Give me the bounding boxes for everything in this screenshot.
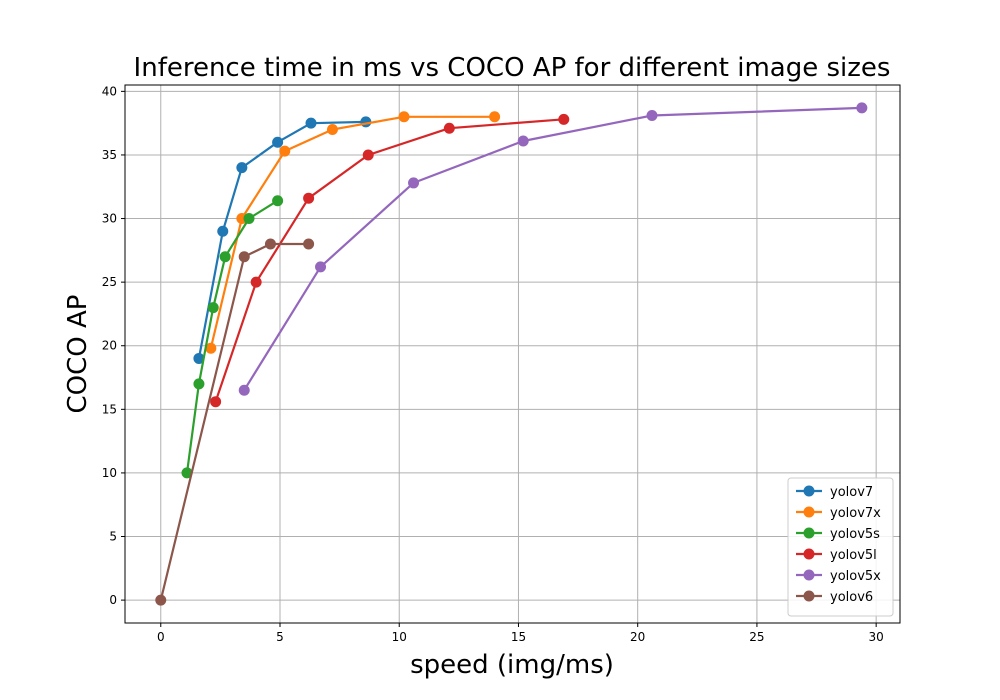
data-point-yolov7x (326, 124, 338, 136)
data-point-yolov7x (279, 145, 291, 157)
data-point-yolov6 (303, 238, 315, 250)
legend-marker (803, 485, 815, 497)
x-axis-label: speed (img/ms) (410, 650, 614, 680)
data-point-yolov5s (219, 251, 231, 263)
chart-title: Inference time in ms vs COCO AP for diff… (134, 53, 891, 83)
legend-label: yolov5s (830, 527, 880, 542)
x-tick-label: 15 (511, 630, 526, 644)
data-point-yolov5x (517, 135, 529, 147)
legend-label: yolov5x (830, 569, 881, 584)
series-line-yolov5x (243, 106, 862, 391)
legend-marker (803, 569, 815, 581)
data-point-yolov5l (250, 276, 262, 288)
legend-label: yolov7 (830, 485, 873, 500)
data-point-yolov5x (315, 261, 327, 273)
data-point-yolov5l (303, 192, 315, 204)
data-point-yolov5x (238, 384, 250, 396)
data-point-yolov5s (243, 213, 255, 225)
data-point-yolov7 (193, 352, 205, 364)
series-line-yolov7 (197, 120, 366, 359)
data-point-yolov5s (272, 195, 284, 207)
y-tick-label: 10 (102, 466, 117, 480)
legend-item-yolov7x: yolov7x (796, 506, 881, 521)
plot-frame (124, 84, 901, 624)
data-point-yolov5x (856, 102, 868, 114)
legend-item-yolov5x: yolov5x (796, 569, 881, 584)
data-point-yolov5s (193, 378, 205, 390)
legend-label: yolov5l (830, 548, 877, 563)
x-tick-label: 0 (157, 630, 165, 644)
legend-item-yolov5s: yolov5s (796, 527, 880, 542)
series-yolov5l (210, 113, 570, 408)
series-yolov5x (238, 102, 868, 396)
series-line-yolov5l (214, 118, 564, 403)
legend-item-yolov5l: yolov5l (796, 548, 877, 563)
data-point-yolov6 (264, 238, 276, 250)
series-line-yolov6 (159, 242, 309, 601)
data-point-yolov7 (236, 162, 248, 174)
y-axis-label: COCO AP (63, 295, 93, 414)
x-tick-label: 10 (392, 630, 407, 644)
data-point-yolov5l (558, 113, 570, 125)
y-tick-label: 30 (102, 212, 117, 226)
axis-ticks: 0 5 10 15 20 25 30 0 5 10 15 20 25 30 35 40 (102, 84, 884, 644)
y-tick-label: 40 (102, 84, 117, 98)
series-yolov7 (193, 116, 372, 364)
x-tick-label: 5 (276, 630, 284, 644)
legend-marker (803, 548, 815, 560)
data-point-yolov5l (210, 396, 222, 408)
data-point-yolov7 (272, 136, 284, 148)
y-tick-label: 25 (102, 275, 117, 289)
data-point-yolov7 (217, 225, 229, 237)
data-point-yolov5s (181, 467, 193, 479)
y-tick-label: 15 (102, 402, 117, 416)
grid (125, 85, 900, 623)
data-point-yolov7 (305, 117, 317, 129)
x-tick-label: 25 (749, 630, 764, 644)
series-yolov5s (181, 195, 284, 479)
legend-marker (803, 506, 815, 518)
plot-series (155, 102, 868, 606)
data-point-yolov7x (489, 111, 501, 123)
legend-item-yolov6: yolov6 (796, 590, 873, 605)
data-point-yolov5x (408, 177, 420, 189)
data-point-yolov7x (205, 342, 217, 354)
y-tick-label: 35 (102, 148, 117, 162)
x-tick-label: 30 (869, 630, 884, 644)
data-point-yolov5x (646, 110, 658, 122)
y-tick-label: 5 (109, 530, 117, 544)
series-line-yolov5s (185, 199, 279, 474)
legend-label: yolov7x (830, 506, 881, 521)
data-point-yolov5l (443, 122, 455, 134)
data-point-yolov5l (362, 149, 374, 161)
y-tick-label: 20 (102, 339, 117, 353)
x-tick-label: 20 (630, 630, 645, 644)
legend-marker (803, 527, 815, 539)
series-yolov6 (155, 238, 315, 606)
legend-item-yolov7: yolov7 (796, 485, 873, 500)
data-point-yolov5s (207, 302, 219, 314)
legend: yolov7 yolov7x yolov5s yolov5l yolov5x yolov6 (787, 477, 894, 617)
data-point-yolov6 (238, 251, 250, 263)
data-point-yolov7x (398, 111, 410, 123)
legend-marker (803, 590, 815, 602)
data-point-yolov6 (155, 594, 167, 606)
legend-label: yolov6 (830, 590, 873, 605)
y-tick-label: 0 (109, 593, 117, 607)
